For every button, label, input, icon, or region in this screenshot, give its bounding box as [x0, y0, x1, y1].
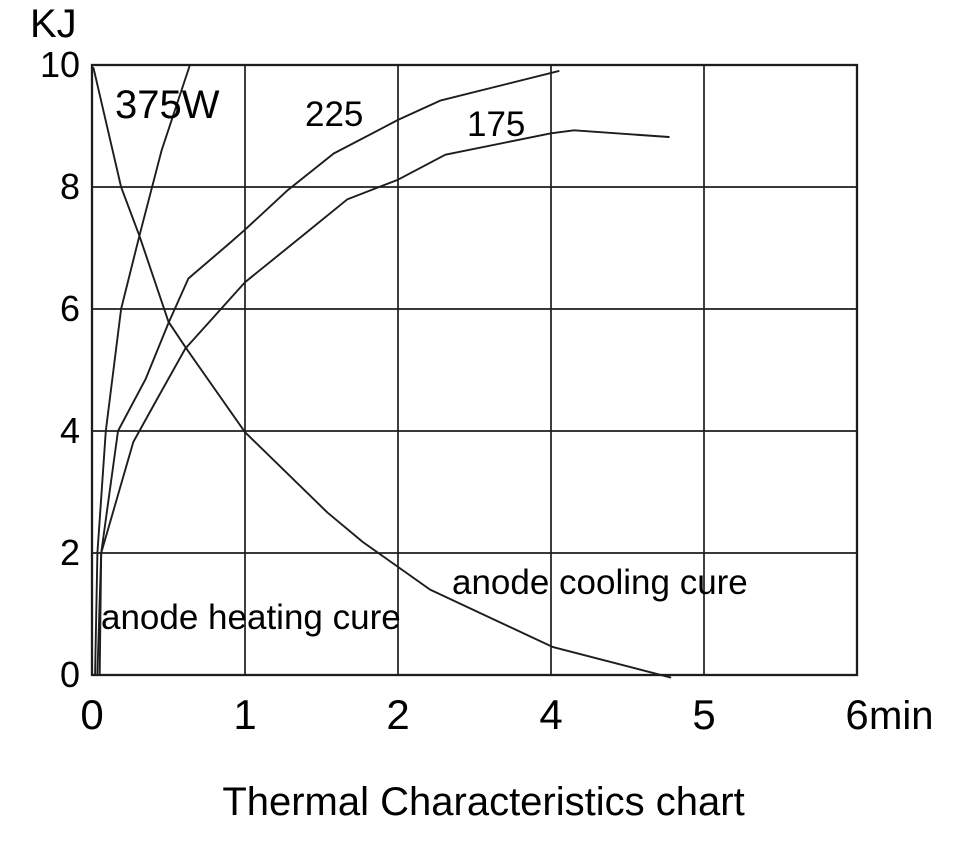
curve-label-175: 175: [467, 105, 526, 144]
x-tick-label-4: 4: [539, 691, 563, 738]
y-tick-label-2: 2: [59, 532, 80, 573]
plot-border: [90, 63, 859, 677]
curve-175w-anode-heating-curve: [98, 129, 670, 675]
curve-anode-cooling-curve: [92, 67, 672, 679]
annotation-heating-curve: anode heating cure: [101, 598, 401, 637]
curve-label-225: 225: [305, 95, 364, 134]
chart-title: Thermal Characteristics chart: [222, 780, 745, 824]
y-tick-label-10: 10: [39, 44, 80, 85]
curve-225w-anode-heating-curve: [96, 70, 560, 675]
curve-label-375w: 375W: [115, 83, 220, 127]
y-tick-label-6: 6: [59, 288, 80, 329]
curve-375w-anode-heating-curve: [94, 64, 191, 675]
curve-lines: [92, 64, 672, 679]
y-tick-label-4: 4: [59, 410, 80, 451]
y-tick-label-8: 8: [59, 166, 80, 207]
x-tick-label-6: 6: [845, 691, 869, 738]
annotation-cooling-curve: anode cooling cure: [452, 563, 748, 602]
x-tick-label-1: 1: [233, 691, 257, 738]
x-axis-unit-label: min: [869, 694, 934, 738]
y-axis-unit-label: KJ: [30, 2, 77, 46]
x-tick-label-0: 0: [80, 691, 104, 738]
x-tick-label-2: 2: [386, 691, 410, 738]
y-tick-label-0: 0: [59, 654, 80, 695]
grid-lines: [90, 63, 859, 677]
x-tick-label-5: 5: [692, 691, 716, 738]
